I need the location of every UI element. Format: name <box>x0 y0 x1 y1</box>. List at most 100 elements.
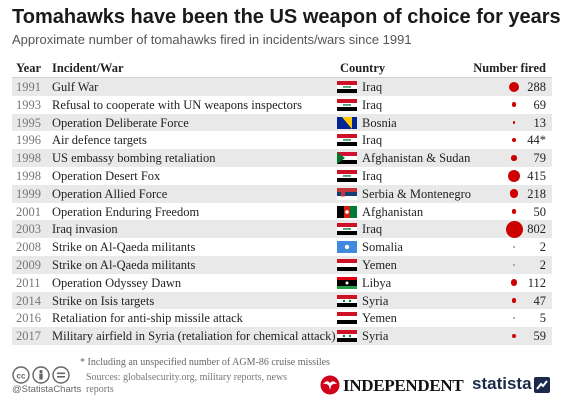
row-incident: Iraq invasion <box>52 222 118 237</box>
row-incident: Operation Enduring Freedom <box>52 204 200 219</box>
row-year: 1999 <box>16 186 41 201</box>
row-country: Yemen <box>362 311 397 326</box>
independent-logo: INDEPENDENT <box>343 376 464 395</box>
row-number-label: 2 <box>539 240 546 255</box>
row-country: Iraq <box>362 133 383 148</box>
iraq-flag-icon <box>337 81 357 93</box>
chart-subtitle: Approximate number of tomahawks fired in… <box>12 32 412 47</box>
row-year: 2011 <box>16 275 41 290</box>
row-year: 2017 <box>16 329 41 344</box>
row-number-label: 47 <box>533 293 547 308</box>
somalia-flag-icon <box>337 241 357 254</box>
row-incident: Operation Deliberate Force <box>52 115 189 130</box>
value-bubble <box>507 169 521 182</box>
table-row: 2017 Military airfield in Syria (retaliat… <box>12 327 552 345</box>
row-country: Syria <box>362 293 389 308</box>
value-bubble <box>505 220 523 238</box>
table-body: 1991 Gulf War Iraq 288 1993 Refusal to cooper… <box>12 78 552 345</box>
svg-text:cc: cc <box>17 372 26 381</box>
row-country: Somalia <box>362 240 403 255</box>
row-number-label: 288 <box>527 80 546 94</box>
iraq-flag-icon <box>337 223 357 236</box>
row-country: Bosnia <box>362 115 397 130</box>
footnote: * Including an unspecified number of AGM… <box>80 357 330 368</box>
header-year: Year <box>16 61 41 75</box>
value-bubble <box>513 246 515 249</box>
row-country: Serbia & Montenegro <box>362 186 472 201</box>
row-incident: Operation Allied Force <box>52 186 168 201</box>
value-bubble <box>513 317 515 320</box>
row-number-label: 112 <box>527 275 546 290</box>
table-header: Year Incident/War Country Number fired <box>12 58 552 78</box>
header-country: Country <box>340 61 386 75</box>
row-incident: Operation Odyssey Dawn <box>52 275 182 290</box>
row-year: 2003 <box>16 222 41 237</box>
row-number-label: 5 <box>539 311 546 326</box>
row-number-label: 69 <box>533 97 547 112</box>
row-year: 1991 <box>16 80 41 94</box>
table-row: 2008 Strike on Al-Qaeda militants Somalia 2 <box>12 238 552 256</box>
bosnia-flag-icon <box>337 116 357 129</box>
creative-commons-icon: cc <box>12 366 70 384</box>
table-row: 1996 Air defence targets Iraq 44* <box>12 131 552 149</box>
value-bubble <box>512 138 516 143</box>
table-row: 1998 US embassy bombing retaliation Afghan… <box>12 149 552 167</box>
independent-eagle-icon <box>320 375 340 395</box>
row-number-label: 59 <box>533 329 547 344</box>
row-number-label: 44* <box>527 133 546 148</box>
row-number-label: 415 <box>527 168 546 183</box>
header-incident: Incident/War <box>52 61 124 75</box>
value-bubble <box>511 298 517 303</box>
table-row: 2009 Strike on Al-Qaeda militants Yemen 2 <box>12 255 552 274</box>
row-country: Afghanistan & Sudan <box>362 151 471 166</box>
yemen-flag-icon <box>337 258 357 271</box>
afghanistan-flag-icon <box>337 205 357 218</box>
row-country: Libya <box>362 275 392 290</box>
row-country: Iraq <box>362 97 383 112</box>
row-incident: Strike on Al-Qaeda militants <box>52 257 196 272</box>
statista-logo-icon <box>534 377 550 393</box>
table-row: 1995 Operation Deliberate Force Bosnia 13 <box>12 113 552 132</box>
row-number-label: 50 <box>533 204 547 219</box>
value-bubble <box>509 189 519 199</box>
table-row: 2011 Operation Odyssey Dawn Libya 112 <box>12 274 552 292</box>
row-incident: Air defence targets <box>52 133 147 148</box>
table-row: 2016 Retaliation for anti-ship missile at… <box>12 309 552 327</box>
value-bubble <box>511 333 517 339</box>
table-row: 1999 Operation Allied Force Serbia & Monte… <box>12 184 552 203</box>
iraq-flag-icon <box>337 134 357 147</box>
sources-note: Sources: globalsecurity.org, military re… <box>86 372 288 395</box>
row-year: 1993 <box>16 97 41 112</box>
syria-flag-icon <box>337 330 357 343</box>
row-country: Syria <box>362 329 389 344</box>
afghanistan-sudan-flag-icon <box>337 152 357 165</box>
value-bubble <box>511 209 517 214</box>
row-year: 2001 <box>16 204 41 219</box>
row-year: 1998 <box>16 151 41 166</box>
row-incident: Strike on Isis targets <box>52 293 155 308</box>
statista-logo: statista <box>472 374 532 393</box>
row-year: 1995 <box>16 115 41 130</box>
row-number-label: 218 <box>527 186 546 201</box>
data-table: Year Incident/War Country Number fired 1… <box>12 58 552 345</box>
value-bubble <box>512 121 516 124</box>
row-year: 1996 <box>16 133 41 148</box>
row-number-label: 802 <box>527 222 546 237</box>
table-row: 2014 Strike on Isis targets Syria 47 <box>12 291 552 310</box>
syria-flag-icon <box>337 294 357 307</box>
row-number-label: 2 <box>539 257 546 272</box>
row-incident: Military airfield in Syria (retaliation … <box>52 329 336 344</box>
row-year: 2009 <box>16 257 41 272</box>
value-bubble <box>513 263 515 266</box>
row-country: Afghanistan <box>362 204 424 219</box>
table-row: 2003 Iraq invasion Iraq 802 <box>12 220 552 239</box>
row-country: Iraq <box>362 168 383 183</box>
row-incident: Strike on Al-Qaeda militants <box>52 240 196 255</box>
row-incident: US embassy bombing retaliation <box>52 151 216 166</box>
table-row: 2001 Operation Enduring Freedom Afghanista… <box>12 203 552 221</box>
row-incident: Operation Desert Fox <box>52 168 161 183</box>
row-year: 2008 <box>16 240 41 255</box>
value-bubble <box>510 279 518 286</box>
row-number-label: 13 <box>533 115 547 130</box>
statista-handle: @StatistaCharts <box>12 384 82 395</box>
